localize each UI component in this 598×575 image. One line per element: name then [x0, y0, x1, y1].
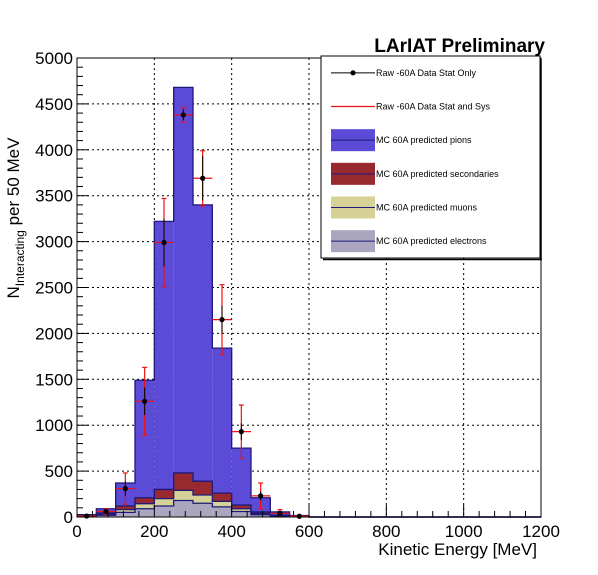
legend-label: Raw -60A Data Stat and Sys — [376, 102, 491, 112]
stack-bar — [115, 512, 135, 517]
stack-bar — [173, 500, 193, 517]
stack-bar — [154, 505, 174, 517]
stack-bar — [154, 221, 174, 490]
y-tick-label: 1000 — [35, 416, 73, 435]
stack-bar — [193, 503, 213, 517]
y-axis-title-sub: Interacting — [13, 230, 27, 286]
data-point — [161, 239, 167, 246]
y-tick-label: 3500 — [35, 187, 73, 206]
stack-bar — [154, 498, 174, 506]
stack-bar — [212, 493, 232, 502]
data-point — [296, 513, 302, 519]
x-tick-label: 800 — [372, 522, 400, 541]
stack-bar — [115, 505, 135, 510]
legend-label: MC 60A predicted pions — [376, 135, 472, 145]
ticks: 0 200 400 600 800 1000 1200 0 500 1000 1500 2000 250… — [35, 49, 560, 541]
stack-bar — [135, 497, 155, 504]
y-tick-label: 5000 — [35, 49, 73, 68]
y-axis-title-rest: per 50 MeV — [4, 137, 23, 230]
stack-bar — [135, 508, 155, 517]
data-point — [277, 510, 283, 516]
stack-bar — [193, 204, 213, 482]
data-point — [180, 112, 186, 118]
stack-bar — [212, 348, 232, 494]
stack-bar — [231, 511, 251, 517]
mc-stack — [77, 87, 309, 517]
legend: Raw -60A Data Stat Only Raw -60A Data Sta… — [320, 55, 542, 261]
y-tick-label: 3000 — [35, 233, 73, 252]
y-axis-title-main: N — [4, 286, 23, 298]
chart-title: LArIAT Preliminary — [374, 36, 545, 57]
y-tick-label: 4500 — [35, 95, 73, 114]
legend-label: MC 60A predicted secondaries — [376, 169, 499, 179]
stack-bar — [173, 490, 193, 501]
data-point — [219, 317, 225, 323]
stack-bar — [173, 87, 193, 473]
stack-bar — [135, 380, 155, 498]
y-tick-label: 1500 — [35, 370, 73, 389]
legend-box — [320, 55, 541, 259]
stack-bar — [173, 472, 193, 491]
data-point — [200, 175, 206, 181]
x-tick-label: 0 — [72, 522, 81, 541]
stack-bar — [193, 481, 213, 495]
y-tick-label: 2500 — [35, 279, 73, 298]
stack-bar — [135, 503, 155, 509]
x-tick-label: 600 — [295, 522, 323, 541]
stack-bar — [231, 448, 251, 506]
y-tick-label: 4000 — [35, 141, 73, 160]
y-tick-label: 0 — [64, 508, 73, 527]
data-point — [103, 508, 109, 515]
stack-bar — [212, 501, 232, 507]
x-tick-label: 400 — [217, 522, 245, 541]
data-points — [77, 106, 309, 519]
stack-bar — [251, 514, 271, 517]
stack-bar — [193, 494, 213, 504]
stack-bar — [154, 489, 174, 499]
stack-bar — [251, 511, 271, 514]
data-point — [142, 398, 148, 404]
x-tick-label: 1200 — [522, 522, 560, 541]
x-tick-label: 200 — [140, 522, 168, 541]
data-point — [258, 493, 264, 499]
stack-bar — [231, 505, 251, 509]
x-tick-label: 1000 — [445, 522, 483, 541]
y-axis-title: NInteracting per 50 MeV — [4, 137, 27, 299]
stack-bar — [231, 508, 251, 512]
legend-label: MC 60A predicted muons — [376, 203, 478, 213]
y-tick-label: 500 — [45, 462, 73, 481]
stack-bar — [115, 509, 135, 513]
data-point — [122, 485, 128, 492]
stack-bar — [96, 515, 116, 517]
data-point — [84, 513, 90, 519]
legend-marker — [350, 70, 356, 76]
y-tick-label: 2000 — [35, 324, 73, 343]
x-axis-title: Kinetic Energy [MeV] — [378, 540, 537, 559]
data-point — [238, 429, 244, 435]
stack-bar — [212, 506, 232, 517]
legend-label: Raw -60A Data Stat Only — [376, 68, 477, 78]
stack-bar — [251, 513, 271, 515]
legend-label: MC 60A predicted electrons — [376, 236, 487, 246]
